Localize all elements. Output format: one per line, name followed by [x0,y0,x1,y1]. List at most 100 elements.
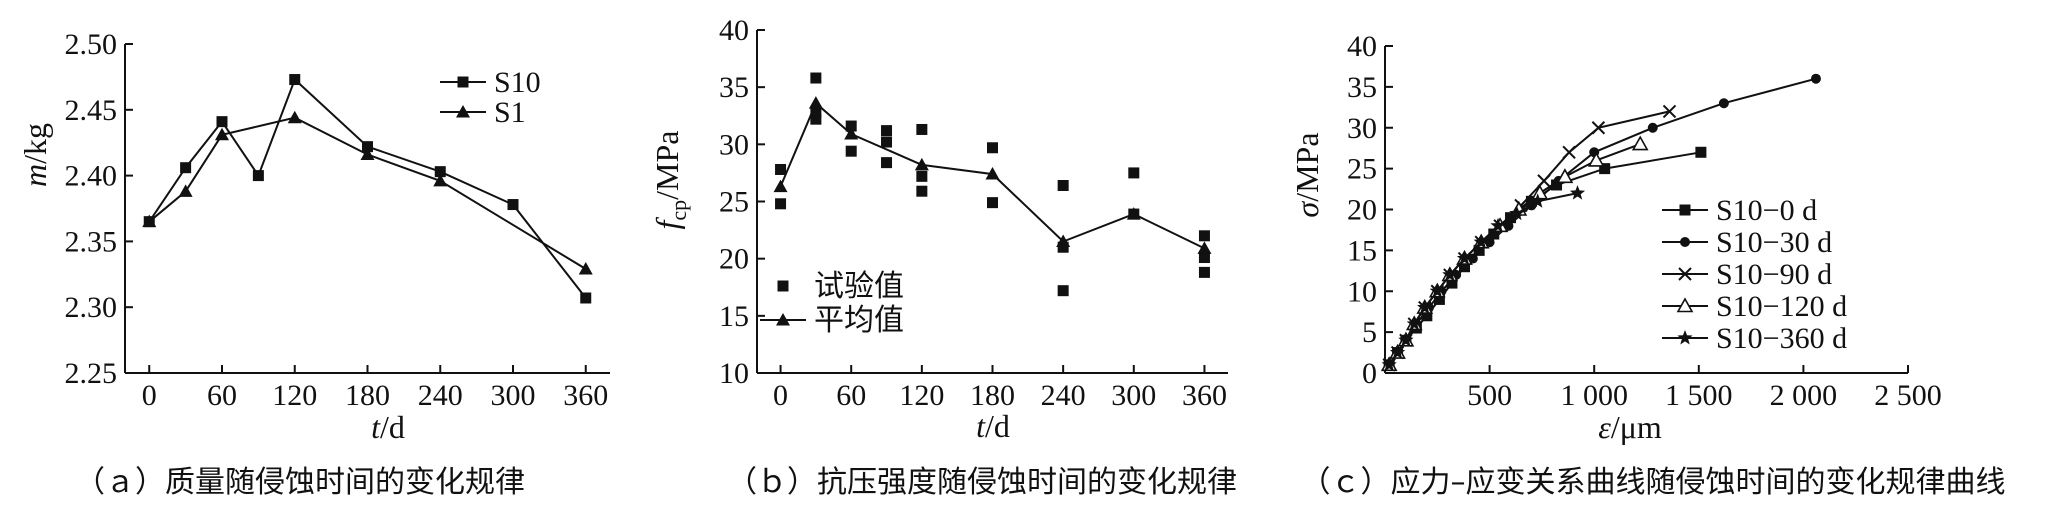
panel-b-y-tick-label: 25 [719,186,749,219]
panel-c-data-point [1442,266,1458,282]
panel-c-legend-label: S10−0 d [1716,194,1817,227]
panel-b-x-tick-label: 60 [836,379,866,412]
panel-a-legend-entry: S10 [440,66,541,99]
panel-c-data-point [1718,98,1729,109]
panel-b-data-point [1197,241,1212,254]
panel-c-legend-marker [1679,204,1691,216]
panel-a-y-tick-label: 2.30 [65,291,118,324]
panel-a-y-tick-label: 2.50 [65,28,118,61]
panel-a-series-line [148,116,587,270]
panel-a-data-point [289,74,301,86]
panel-a-data-point [507,199,519,211]
panel-c-data-point [1456,250,1473,265]
panel-c-data-point [1647,122,1658,133]
panel-a-caption: （ａ）质量随侵蚀时间的变化规律 [75,465,525,500]
panel-b-data-point [810,106,822,118]
panel-c-legend-entry: S10−30 d [1662,226,1832,259]
panel-b-legend-entry: 试验值 [777,269,904,304]
panel-c-data-point [1490,217,1506,233]
panel-a-x-tick-label: 300 [491,379,536,412]
panel-c-axes: 0 5 10 15 20 25 30 35 40 500 1 000 1 500 2 000 2 500 [1347,30,1942,412]
panel-c-legend-label: S10−30 d [1716,226,1832,259]
panel-c-x-tick-label: 2 500 [1874,379,1942,412]
panel-c-xlabel: ε/μm [1598,409,1662,445]
panel-a-data-point [142,214,157,228]
panel-a-data-point [360,147,375,161]
panel-a-y-tick-label: 2.35 [65,225,118,258]
panel-b-data-point [810,72,822,84]
panel-b-axes: 10 15 20 25 30 35 40 0 60 120 180 240 300 360 [719,14,1228,412]
panel-c-data-point [1429,283,1445,298]
panel-a-data-point [252,170,264,182]
panel-c-data-point [1473,234,1489,249]
panel-c-data-point [1591,121,1606,135]
panel-c-data-point [1556,168,1574,184]
panel-a-data-point [433,173,448,187]
panel-c-y-tick-label: 15 [1347,234,1377,267]
panel-c-series [1380,73,1821,372]
panel-c-data-point [1810,73,1821,84]
panel-b-legend-marker [777,280,789,292]
panel-c-legend-marker [1678,267,1692,281]
panel-b-series [773,72,1212,297]
panel-b-data-point [881,125,893,137]
panel-b-x-tick-label: 240 [1041,379,1086,412]
panel-b-series-1 [775,72,1210,297]
panel-c-x-tick-label: 2 000 [1770,379,1838,412]
panel-c-y-tick-label: 40 [1347,30,1377,63]
panel-c-legend-marker [1677,330,1693,345]
panel-b-data-point [1057,285,1069,297]
panel-c-series-3 [1382,104,1677,372]
panel-b-x-tick-label: 180 [970,379,1015,412]
panel-b-data-point [775,198,787,210]
panel-a-x-tick-label: 240 [418,379,463,412]
panel-b-ylabel: fcp/MPa [649,131,691,230]
panel-a-x-tick-label: 120 [272,379,317,412]
panel-c-legend-label: S10−120 d [1716,290,1847,323]
panel-b-legend-marker [776,313,790,326]
panel-a-y-tick-label: 2.25 [65,357,118,390]
panel-a-data-point [362,141,373,153]
panel-c-ylabel: σ/MPa [1289,132,1325,217]
panel-c-y-tick-label: 10 [1347,275,1377,308]
panel-c-data-point [1446,277,1458,289]
panel-b-data-point [916,185,928,197]
panel-b-x-tick-label: 300 [1111,379,1156,412]
panel-b-data-point [987,197,998,209]
panel-c-data-point [1599,163,1611,175]
panel-b-xlabel: t/d [976,408,1010,444]
panel-c-y-tick-label: 0 [1362,357,1377,390]
panel-b-y-tick-label: 10 [719,357,749,390]
panel-a-data-point [287,110,302,124]
panel-a-legend-marker [457,76,469,88]
panel-b-y-tick-label: 30 [719,128,749,161]
panel-c-data-point [1433,293,1445,305]
panel-b-data-point [1128,167,1140,179]
panel-c-data-point [1509,205,1525,221]
panel-a-data-point [578,262,593,275]
panel-c-y-tick-label: 25 [1347,153,1377,186]
panel-c-legend-entry: S10−120 d [1662,290,1847,323]
panel-c-legend-entry: S10−90 d [1662,258,1832,291]
panel-c-caption: （ｃ）应力–应变关系曲线随侵蚀时间的变化规律曲线 [1301,465,2006,500]
panel-b-x-tick-label: 120 [899,379,944,412]
panel-c-x-tick-label: 1 500 [1665,379,1733,412]
panel-a-legend-entry: S1 [440,96,526,129]
panel-c-data-point [1562,145,1576,159]
panel-b-legend-label: 平均值 [814,303,904,338]
panel-a-legend-label: S10 [494,66,541,99]
panel-b-legend-entry: 平均值 [760,303,904,338]
panel-b-data-point [773,179,788,193]
panel-a-legend-marker [456,105,470,118]
panel-c-data-point [1398,332,1414,347]
panel-b-data-point [1057,179,1069,191]
panel-c-data-point [1587,151,1605,167]
panel-b-data-point [916,170,928,182]
panel-a-data-point [215,127,229,141]
panel-a-xlabel: t/d [371,409,405,445]
panel-c-data-point [1631,135,1649,151]
panel-a-data-point [434,166,446,178]
